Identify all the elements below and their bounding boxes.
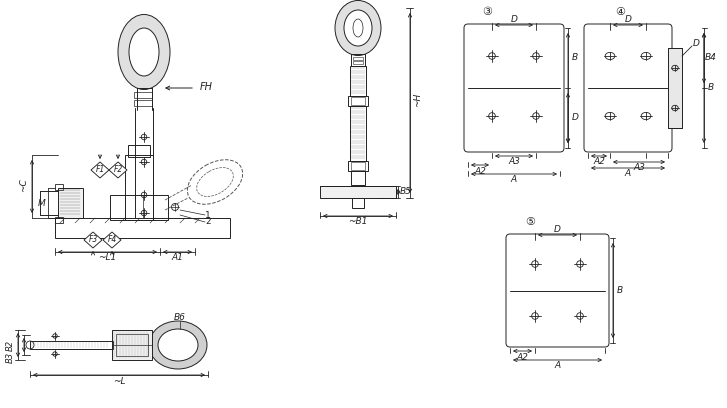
Bar xyxy=(128,145,150,157)
Ellipse shape xyxy=(158,329,198,361)
Text: FH: FH xyxy=(200,82,213,92)
Text: ④: ④ xyxy=(615,7,625,17)
Bar xyxy=(320,186,396,198)
Text: ⑤: ⑤ xyxy=(525,217,535,227)
Bar xyxy=(110,195,168,220)
Text: B2: B2 xyxy=(6,339,15,350)
Text: D: D xyxy=(510,15,518,24)
FancyBboxPatch shape xyxy=(464,24,564,152)
Bar xyxy=(351,54,365,66)
Polygon shape xyxy=(109,162,127,178)
Bar xyxy=(348,161,368,171)
Bar xyxy=(125,155,153,220)
Polygon shape xyxy=(91,162,109,178)
Text: F3: F3 xyxy=(89,235,97,244)
Polygon shape xyxy=(84,232,102,248)
Text: F1: F1 xyxy=(95,166,105,175)
Ellipse shape xyxy=(118,15,170,89)
Text: F4: F4 xyxy=(108,235,116,244)
Text: ~L: ~L xyxy=(113,377,125,386)
Bar xyxy=(351,97,365,105)
Text: B5: B5 xyxy=(400,188,412,197)
Text: ③: ③ xyxy=(482,7,492,17)
Bar xyxy=(351,171,365,185)
Bar xyxy=(30,341,113,349)
Text: A: A xyxy=(555,361,561,370)
Bar xyxy=(55,217,63,223)
FancyBboxPatch shape xyxy=(506,234,609,347)
Text: B6: B6 xyxy=(174,313,186,322)
Text: A: A xyxy=(625,169,631,179)
Bar xyxy=(348,96,368,106)
Text: D: D xyxy=(571,113,579,122)
Text: ~B1: ~B1 xyxy=(348,217,368,226)
Text: ~L1: ~L1 xyxy=(98,253,116,262)
Bar xyxy=(55,218,230,238)
Bar xyxy=(116,334,148,356)
Bar xyxy=(353,61,363,64)
Text: 2: 2 xyxy=(205,217,211,226)
Polygon shape xyxy=(103,232,121,248)
Text: F2: F2 xyxy=(113,166,123,175)
Text: B: B xyxy=(708,84,714,93)
Bar xyxy=(134,92,152,98)
Text: 1: 1 xyxy=(205,211,211,220)
Text: D: D xyxy=(693,38,699,47)
FancyBboxPatch shape xyxy=(584,24,672,152)
Ellipse shape xyxy=(344,10,372,46)
Text: A3: A3 xyxy=(633,164,645,173)
Text: D: D xyxy=(624,15,632,24)
Text: D: D xyxy=(553,224,561,233)
Text: ~H: ~H xyxy=(414,93,422,107)
Bar xyxy=(351,162,365,170)
Bar xyxy=(58,188,83,218)
Bar xyxy=(55,184,63,190)
Text: B3: B3 xyxy=(6,351,15,363)
Text: M: M xyxy=(38,199,46,208)
Bar xyxy=(668,48,682,128)
Text: A3: A3 xyxy=(508,157,520,166)
Bar xyxy=(352,198,364,208)
Text: A2: A2 xyxy=(474,166,486,175)
Text: B: B xyxy=(617,286,623,295)
Ellipse shape xyxy=(149,321,207,369)
Bar xyxy=(350,106,366,161)
Bar xyxy=(353,57,363,60)
Text: A1: A1 xyxy=(171,253,183,262)
Bar xyxy=(134,100,152,106)
Text: A2: A2 xyxy=(593,157,605,166)
Text: ~C: ~C xyxy=(20,178,28,192)
Ellipse shape xyxy=(335,0,381,55)
Text: B4: B4 xyxy=(705,53,717,62)
Bar xyxy=(112,330,152,360)
Bar xyxy=(350,66,366,96)
Text: A2: A2 xyxy=(516,353,528,361)
Ellipse shape xyxy=(129,28,159,76)
Text: B: B xyxy=(572,53,578,62)
Text: A: A xyxy=(511,175,517,184)
